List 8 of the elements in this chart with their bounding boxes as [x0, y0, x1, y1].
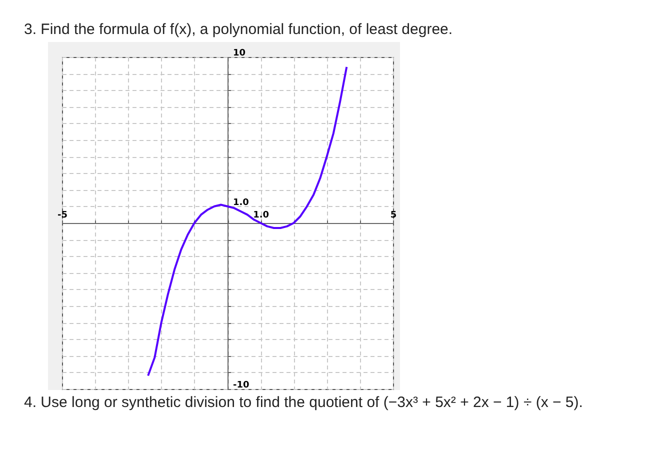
chart-title: 3. Find the formula of f(x), a polynomial function, of least degree. — [24, 21, 453, 38]
y-tick-label: 1.0 — [233, 198, 249, 208]
y-tick-label: 10 — [233, 48, 246, 58]
text: 4. Use long or synthetic division to find the quotient of (−3x³ + 5x² + 2x − 1) ÷ (x − 5). — [24, 394, 583, 411]
x-tick-label: 5 — [390, 210, 397, 220]
y-tick-label: -10 — [233, 380, 250, 390]
x-tick-label: 1.0 — [253, 210, 270, 220]
x-tick-label: -5 — [58, 210, 68, 220]
